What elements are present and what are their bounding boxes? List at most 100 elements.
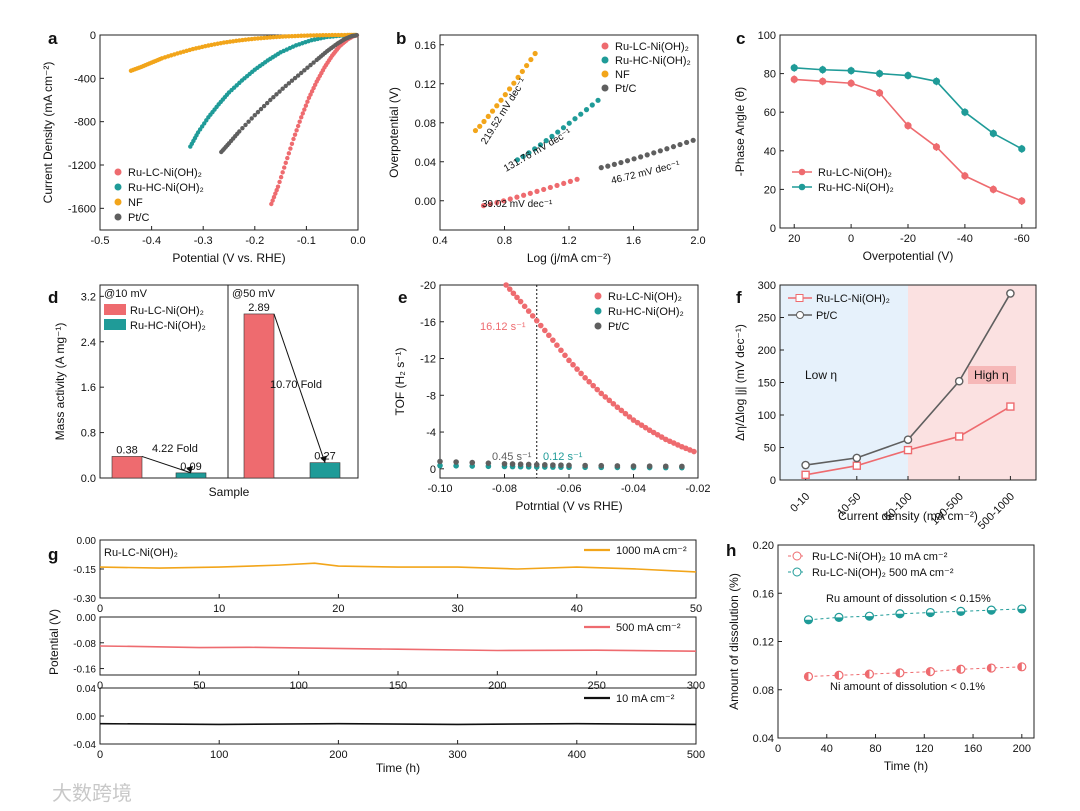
panel-e-point — [622, 410, 629, 417]
panel-e-point — [562, 352, 568, 359]
panel-e-point — [537, 322, 544, 329]
panel-h-point-fill — [956, 665, 961, 674]
panel-e-point — [582, 375, 588, 381]
panel-c-point — [819, 77, 827, 85]
panel-e-point — [618, 407, 625, 414]
panel-g-legend-label: 10 mA cm⁻² — [616, 693, 675, 705]
panel-e-point — [533, 461, 540, 468]
panel-a-point — [299, 33, 304, 38]
panel-d-ytick-label: 2.4 — [81, 337, 96, 349]
panel-e-point — [514, 294, 520, 301]
panel-f-point — [852, 461, 861, 470]
panel-a-point — [326, 32, 332, 38]
panel-b-point — [624, 158, 631, 164]
panel-c-point — [989, 185, 997, 193]
panel-g-ytick-label: -0.16 — [73, 665, 96, 676]
panel-a-point — [311, 60, 316, 65]
panel-a-point — [271, 94, 276, 100]
panel-e-point — [542, 462, 548, 468]
panel-a-point — [289, 141, 295, 146]
panel-b-point — [481, 118, 487, 125]
panel-b-point — [500, 198, 507, 204]
panel-c-point — [1018, 197, 1026, 205]
panel-f-legend-label: Ru-LC-Ni(OH)₂ — [816, 293, 890, 305]
panel-a-point — [283, 34, 288, 39]
panel-a-xtick-label: -0.4 — [142, 235, 161, 247]
panel-e-point — [554, 342, 560, 348]
panel-h-point-fill — [865, 670, 870, 679]
panel-e-point — [533, 317, 540, 324]
panel-e-point — [610, 400, 617, 407]
panel-h-xtick-label: 80 — [869, 743, 881, 755]
panel-a-point — [305, 33, 310, 38]
panel-c-line — [794, 67, 1023, 150]
panel-b-point — [583, 107, 590, 113]
panel-e-point — [437, 458, 443, 465]
panel-a-point — [268, 97, 273, 103]
panel-a-point — [308, 33, 313, 38]
panel-b-point — [547, 184, 553, 191]
panel-b-point — [670, 144, 677, 150]
panel-e-point — [525, 461, 532, 468]
panel-b-point — [472, 127, 479, 134]
panel-b-point — [578, 111, 584, 117]
panel-e-annotation: 16.12 s⁻¹ — [480, 321, 526, 333]
panel-e-legend-marker — [594, 307, 602, 315]
panel-e-point — [606, 397, 613, 404]
panel-b-legend-marker — [601, 70, 609, 78]
panel-b-point — [477, 123, 483, 129]
watermark: 大数跨境 — [52, 782, 132, 805]
panel-h-point-fill — [926, 612, 935, 617]
panel-g-xtick-label: 50 — [193, 680, 205, 692]
panel-h-point-fill — [834, 671, 839, 680]
panel-a-point — [283, 160, 288, 166]
panel-a-point — [278, 174, 284, 180]
panel-a-legend-label: Pt/C — [128, 212, 149, 224]
panel-a-point — [305, 99, 310, 104]
panel-c-legend-marker — [798, 168, 806, 176]
panel-b-point — [541, 186, 547, 193]
panel-b-point — [506, 86, 513, 92]
panel-a-point — [283, 83, 288, 89]
panel-f-point — [1006, 289, 1015, 298]
panel-b-point — [664, 146, 670, 152]
panel-a-point — [323, 32, 329, 38]
panel-c-point — [904, 122, 912, 130]
panel-b-point — [532, 50, 538, 57]
panel-e-point — [634, 419, 641, 426]
panel-label-g: g — [48, 545, 58, 564]
panel-a-point — [317, 33, 323, 38]
panel-f-ytick-label: 0 — [770, 475, 776, 487]
panel-a-point — [333, 32, 338, 38]
panel-c-point — [790, 75, 798, 83]
panel-e-ytick-label: 0 — [430, 464, 436, 476]
panel-c-ytick-label: 100 — [758, 30, 776, 42]
panel-a-point — [297, 119, 302, 124]
panel-b-point — [589, 102, 595, 108]
panel-e-point — [566, 462, 572, 469]
panel-f-legend-marker — [796, 311, 804, 319]
panel-a-ytick-label: -1200 — [68, 160, 96, 172]
panel-b-xtick-label: 1.2 — [561, 235, 576, 247]
panel-label-h: h — [726, 541, 736, 560]
panel-e-point — [614, 404, 621, 411]
panel-e-point — [626, 414, 633, 420]
panel-c-point — [847, 67, 855, 75]
panel-e-point — [582, 462, 588, 469]
panel-b-point — [519, 68, 525, 75]
panel-e-ytick-label: -4 — [426, 427, 436, 439]
panel-b-point — [605, 163, 611, 169]
panel-a-point — [291, 136, 296, 142]
panel-a-point — [273, 191, 278, 196]
panel-a-point — [289, 33, 295, 39]
panel-f-point — [852, 453, 862, 463]
panel-a-legend-label: NF — [128, 197, 143, 209]
panel-g-xtick-label: 400 — [568, 749, 586, 761]
panel-label-f: f — [736, 288, 742, 307]
panel-g-xtick-label: 100 — [210, 749, 228, 761]
panel-e-xtick-label: -0.02 — [685, 483, 710, 495]
panel-b-ytick-label: 0.00 — [415, 196, 436, 208]
panel-b-point — [683, 139, 690, 146]
panel-e-xtick-label: -0.06 — [556, 483, 581, 495]
panel-b-point — [598, 165, 604, 171]
